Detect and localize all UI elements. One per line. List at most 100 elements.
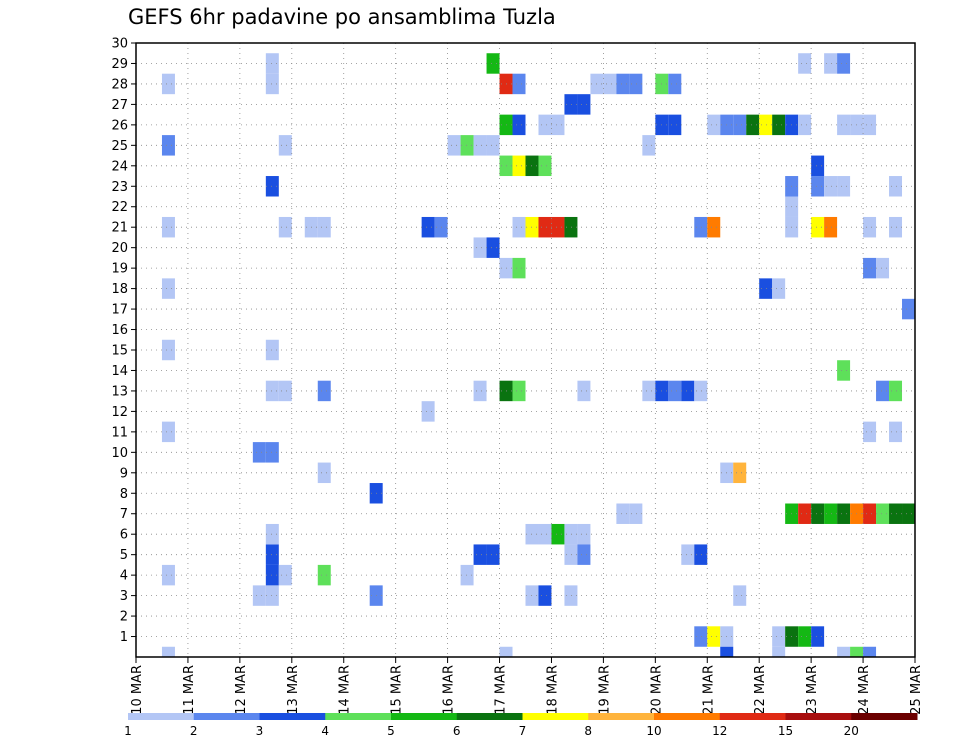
heatmap-cell [642,380,656,402]
heatmap-cell [421,401,435,422]
heatmap-cell [746,114,760,136]
heatmap-cell [265,339,279,361]
heatmap-cell [616,503,630,524]
y-tick-label: 11 [111,425,128,440]
heatmap-cell [629,503,643,524]
heatmap-cell [681,544,695,565]
heatmap-cell [824,216,838,238]
x-tick-label: 21 MAR [701,665,716,715]
legend-label: 20 [844,724,859,738]
heatmap-cell [265,523,279,545]
y-tick-label: 28 [111,77,128,92]
heatmap-cell [837,646,851,657]
legend-swatch [128,713,195,720]
y-tick-label: 26 [111,118,128,133]
x-tick-label: 17 MAR [494,665,509,715]
heatmap-cell [278,216,292,238]
heatmap-cell [512,155,526,177]
heatmap-cell [759,278,773,299]
x-tick-label: 20 MAR [649,665,664,715]
heatmap-cell [798,114,812,136]
y-tick-label: 9 [120,466,128,481]
heatmap-cell [811,155,825,177]
x-tick-label: 24 MAR [857,665,872,715]
heatmap-cell [265,380,279,402]
y-tick-label: 13 [111,384,128,399]
legend-swatch [456,713,523,720]
x-tick-label: 14 MAR [338,665,353,715]
legend-label: 1 [124,724,132,738]
heatmap-cell [460,135,474,156]
heatmap-cell [798,53,812,74]
heatmap-cell [668,114,682,136]
legend-label: 15 [778,724,793,738]
heatmap-cell [902,298,915,320]
heatmap-cell [668,380,682,402]
heatmap-cell [512,257,526,279]
heatmap-cell [837,53,851,74]
heatmap-cell [824,176,838,197]
y-tick-label: 19 [111,262,128,277]
legend-label: 8 [584,724,592,738]
heatmap-cell [850,646,864,657]
y-tick-label: 30 [111,37,128,52]
heatmap-cell [551,216,565,238]
heatmap-cell [681,380,695,402]
y-tick-label: 16 [111,323,128,338]
legend-label: 12 [712,724,727,738]
heatmap-cell [564,523,578,545]
x-tick-label: 18 MAR [545,665,560,715]
heatmap-cell [512,114,526,136]
legend-swatch [851,713,918,720]
heatmap-cell [486,135,500,156]
heatmap-cell [759,114,773,136]
heatmap-cell [733,114,747,136]
heatmap-cell [603,73,617,95]
x-tick-label: 15 MAR [390,665,405,715]
heatmap-cell [811,176,825,197]
legend-swatch [588,713,655,720]
heatmap-cell [278,380,292,402]
heatmap-cell [889,176,903,197]
heatmap-cell [265,53,279,74]
heatmap-cell [837,176,851,197]
heatmap-cell [564,216,578,238]
heatmap-cell [811,216,825,238]
heatmap-cell [473,237,487,258]
heatmap-cell [161,646,175,657]
heatmap-cell [460,564,474,586]
y-tick-label: 24 [111,159,128,174]
heatmap-cell [876,503,890,524]
heatmap-cell [317,216,331,238]
legend-label: 2 [190,724,198,738]
x-tick-label: 22 MAR [753,665,768,715]
heatmap-cell [473,544,487,565]
heatmap-cell [668,73,682,95]
heatmap-cell [486,237,500,258]
heatmap-cell [161,135,175,156]
heatmap-cell [863,646,877,657]
legend-label: 10 [646,724,661,738]
y-tick-label: 5 [120,548,128,563]
heatmap-cell [265,73,279,95]
legend-label: 5 [387,724,395,738]
heatmap-cell [811,626,825,647]
y-tick-label: 29 [111,57,128,72]
legend-label: 7 [519,724,527,738]
heatmap-cell [512,216,526,238]
heatmap-cell [161,216,175,238]
heatmap-cell [733,462,747,484]
heatmap-cell [473,135,487,156]
heatmap-cell [616,73,630,95]
heatmap-cell [889,216,903,238]
heatmap-cell [772,646,786,657]
heatmap-cell [837,360,851,381]
y-tick-label: 1 [120,630,128,645]
y-tick-label: 25 [111,139,128,154]
heatmap-cell [889,503,903,524]
heatmap-cell [577,523,591,545]
heatmap-cell [577,380,591,402]
heatmap-cell [278,564,292,586]
heatmap-cell [161,339,175,361]
